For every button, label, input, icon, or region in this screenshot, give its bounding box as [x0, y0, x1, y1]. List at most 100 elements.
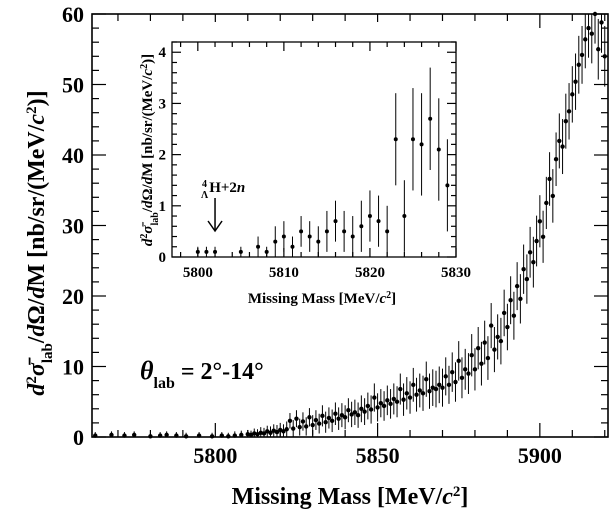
data-point — [271, 424, 276, 437]
inset-x-axis-title: Missing Mass [MeV/c2] — [248, 290, 396, 308]
marker — [307, 415, 312, 420]
marker — [93, 433, 98, 438]
data-point — [589, 14, 594, 64]
data-point — [297, 418, 302, 436]
marker — [368, 407, 374, 412]
marker — [195, 249, 200, 254]
data-point — [488, 303, 494, 349]
marker — [419, 142, 424, 147]
marker — [349, 412, 354, 417]
data-point — [109, 431, 114, 438]
marker — [402, 214, 407, 219]
data-point — [508, 276, 513, 325]
marker — [505, 324, 510, 330]
y-tick-label: 40 — [62, 143, 84, 168]
marker — [131, 432, 137, 438]
data-point — [537, 195, 543, 248]
data-point — [388, 389, 393, 419]
marker — [570, 92, 575, 97]
data-point — [316, 226, 321, 257]
marker — [291, 426, 296, 431]
marker — [521, 267, 526, 272]
data-point — [122, 432, 127, 438]
marker — [219, 433, 225, 438]
y-tick-label: 3 — [159, 96, 167, 112]
marker — [378, 400, 384, 406]
data-point — [524, 254, 530, 304]
data-point — [367, 190, 372, 242]
data-point — [576, 35, 581, 94]
marker — [440, 385, 445, 390]
data-point — [336, 407, 341, 430]
marker — [592, 11, 598, 17]
marker — [579, 52, 585, 58]
data-point — [534, 215, 539, 267]
data-point — [365, 392, 371, 420]
marker — [299, 229, 304, 234]
data-point — [281, 424, 286, 437]
data-point — [291, 420, 296, 437]
marker — [401, 397, 406, 402]
marker — [393, 137, 398, 142]
marker — [310, 422, 315, 428]
marker — [209, 434, 215, 439]
x-tick-label: 5900 — [518, 443, 562, 468]
threshold-arrow-head — [207, 220, 223, 233]
marker — [183, 434, 189, 439]
x-tick-label: 5810 — [269, 265, 299, 281]
data-point — [456, 341, 461, 381]
x-axis-title: Missing Mass [MeV/c2] — [232, 484, 469, 510]
y-tick-label: 50 — [62, 73, 84, 98]
data-point — [300, 412, 306, 431]
marker — [307, 234, 312, 239]
marker — [398, 386, 403, 392]
data-point — [376, 195, 381, 247]
data-point — [226, 432, 231, 439]
data-point — [326, 407, 332, 429]
y-tick-label: 4 — [159, 45, 167, 61]
marker — [281, 234, 286, 239]
marker — [385, 229, 390, 234]
data-point — [324, 210, 329, 252]
marker — [518, 296, 523, 302]
data-point — [213, 246, 218, 257]
marker — [336, 416, 341, 421]
data-point — [323, 411, 328, 433]
marker — [372, 395, 377, 400]
data-point — [342, 210, 347, 252]
data-point — [372, 383, 377, 412]
data-point — [174, 432, 179, 438]
marker — [488, 323, 494, 328]
marker — [596, 47, 601, 52]
data-point — [398, 373, 403, 405]
data-point — [157, 432, 163, 438]
data-point — [443, 357, 448, 396]
marker — [164, 432, 169, 438]
data-point — [583, 14, 588, 69]
data-point — [485, 336, 491, 380]
marker — [359, 406, 364, 411]
marker — [350, 234, 355, 239]
data-point — [419, 93, 424, 196]
data-point — [445, 139, 450, 232]
marker — [437, 382, 442, 388]
data-point — [394, 386, 400, 418]
x-tick-label: 5820 — [355, 265, 385, 281]
marker — [268, 430, 273, 435]
data-point — [498, 317, 504, 365]
data-point — [350, 216, 355, 257]
marker — [427, 388, 432, 394]
data-point — [219, 432, 225, 438]
marker — [174, 433, 179, 438]
marker — [472, 367, 478, 372]
marker — [463, 367, 468, 372]
marker — [537, 219, 543, 224]
marker — [436, 147, 441, 152]
data-point — [256, 236, 261, 257]
data-point — [420, 375, 426, 411]
marker — [524, 276, 530, 282]
inset-background — [120, 22, 482, 312]
marker — [576, 62, 581, 67]
data-point — [475, 327, 481, 370]
data-point — [436, 98, 441, 201]
